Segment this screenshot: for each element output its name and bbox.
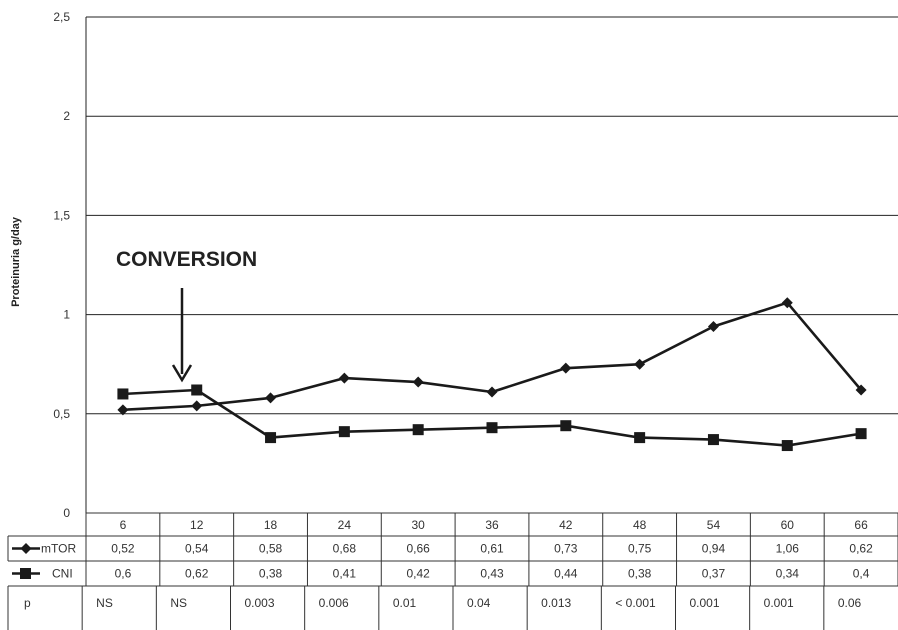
data-point-cni: [634, 432, 646, 444]
data-point-mtor: [781, 297, 793, 309]
data-point-mtor: [117, 404, 129, 416]
x-tick-label: 6: [120, 518, 127, 532]
data-point-cni: [486, 422, 498, 434]
legend-key-marker-mtor: [20, 543, 32, 554]
data-label-cni: 0,6: [115, 567, 132, 581]
data-point-mtor: [707, 321, 719, 333]
p-row-label: p: [24, 596, 31, 610]
data-point-cni: [191, 384, 203, 396]
p-value: 0.003: [245, 596, 275, 610]
data-label-mtor: 0,62: [849, 542, 873, 556]
y-tick-label: 0: [63, 506, 70, 520]
data-point-mtor: [265, 392, 277, 404]
legend-label-cni: CNI: [52, 567, 73, 581]
data-point-mtor: [486, 386, 498, 398]
y-tick-label: 0,5: [53, 407, 70, 421]
y-tick-label: 2: [63, 109, 70, 123]
data-table: 6 12 18 24 30 36 42 48 54 60 66 mTOR 0,52 0,54 0,58 0,6…: [7, 512, 898, 630]
data-label-cni: 0,43: [480, 567, 504, 581]
data-label-mtor: 0,66: [407, 542, 431, 556]
data-label-cni: 0,62: [185, 567, 209, 581]
data-point-cni: [412, 424, 424, 436]
data-label-cni: 0,44: [554, 567, 578, 581]
x-tick-label: 42: [559, 518, 573, 532]
x-tick-label: 30: [412, 518, 426, 532]
data-point-mtor: [855, 384, 867, 396]
x-tick-label: 60: [781, 518, 795, 532]
data-label-mtor: 1,06: [776, 542, 800, 556]
data-point-mtor: [338, 372, 350, 384]
data-label-mtor: 0,52: [111, 542, 135, 556]
data-label-cni: 0,37: [702, 567, 726, 581]
x-tick-label: 54: [707, 518, 721, 532]
legend-label-mtor: mTOR: [41, 542, 76, 556]
data-label-cni: 0,34: [776, 567, 800, 581]
data-label-cni: 0,38: [259, 567, 283, 581]
data-label-cni: 0,38: [628, 567, 652, 581]
data-label-mtor: 0,58: [259, 542, 283, 556]
conversion-arrow-head: [171, 364, 193, 383]
x-tick-label: 24: [338, 518, 352, 532]
y-tick-label: 1: [63, 308, 70, 322]
p-value: < 0.001: [615, 596, 656, 610]
annotation: CONVERSION: [116, 248, 257, 383]
data-label-mtor: 0,54: [185, 542, 209, 556]
data-label-mtor: 0,61: [480, 542, 504, 556]
gridlines: [85, 16, 898, 514]
p-value: 0.001: [690, 596, 720, 610]
data-point-mtor: [560, 362, 572, 374]
data-point-mtor: [412, 376, 424, 388]
data-point-cni: [338, 426, 350, 438]
data-point-mtor: [191, 400, 203, 412]
data-point-cni: [560, 420, 572, 432]
y-tick-label: 2,5: [53, 10, 70, 24]
y-tick-label: 1,5: [53, 208, 70, 222]
x-tick-label: 18: [264, 518, 278, 532]
data-point-cni: [117, 388, 129, 400]
conversion-annotation: CONVERSION: [116, 248, 257, 271]
data-label-mtor: 0,94: [702, 542, 726, 556]
x-tick-label: 48: [633, 518, 647, 532]
data-label-mtor: 0,68: [333, 542, 357, 556]
p-value: 0.01: [393, 596, 417, 610]
p-value: NS: [170, 596, 187, 610]
data-label-mtor: 0,73: [554, 542, 578, 556]
data-label-cni: 0,41: [333, 567, 357, 581]
p-value: NS: [96, 596, 113, 610]
p-value: 0.04: [467, 596, 491, 610]
data-point-cni: [855, 428, 867, 440]
series-layer: [117, 297, 867, 452]
data-point-mtor: [634, 358, 646, 370]
y-tick-labels: 0 0,5 1 1,5 2 2,5: [53, 10, 70, 520]
data-point-cni: [265, 432, 277, 444]
x-tick-label: 12: [190, 518, 204, 532]
data-label-cni: 0,4: [853, 567, 870, 581]
x-tick-label: 66: [854, 518, 868, 532]
p-value: 0.013: [541, 596, 571, 610]
data-point-cni: [781, 440, 793, 452]
data-label-cni: 0,42: [407, 567, 431, 581]
y-axis-label: Proteinuria g/day: [10, 216, 22, 307]
p-value: 0.006: [319, 596, 349, 610]
series-line-cni: [122, 388, 862, 447]
legend-key-marker-cni: [20, 568, 31, 579]
p-value: 0.001: [764, 596, 794, 610]
data-point-cni: [707, 434, 719, 446]
x-tick-label: 36: [485, 518, 499, 532]
p-value: 0.06: [838, 596, 862, 610]
data-label-mtor: 0,75: [628, 542, 652, 556]
